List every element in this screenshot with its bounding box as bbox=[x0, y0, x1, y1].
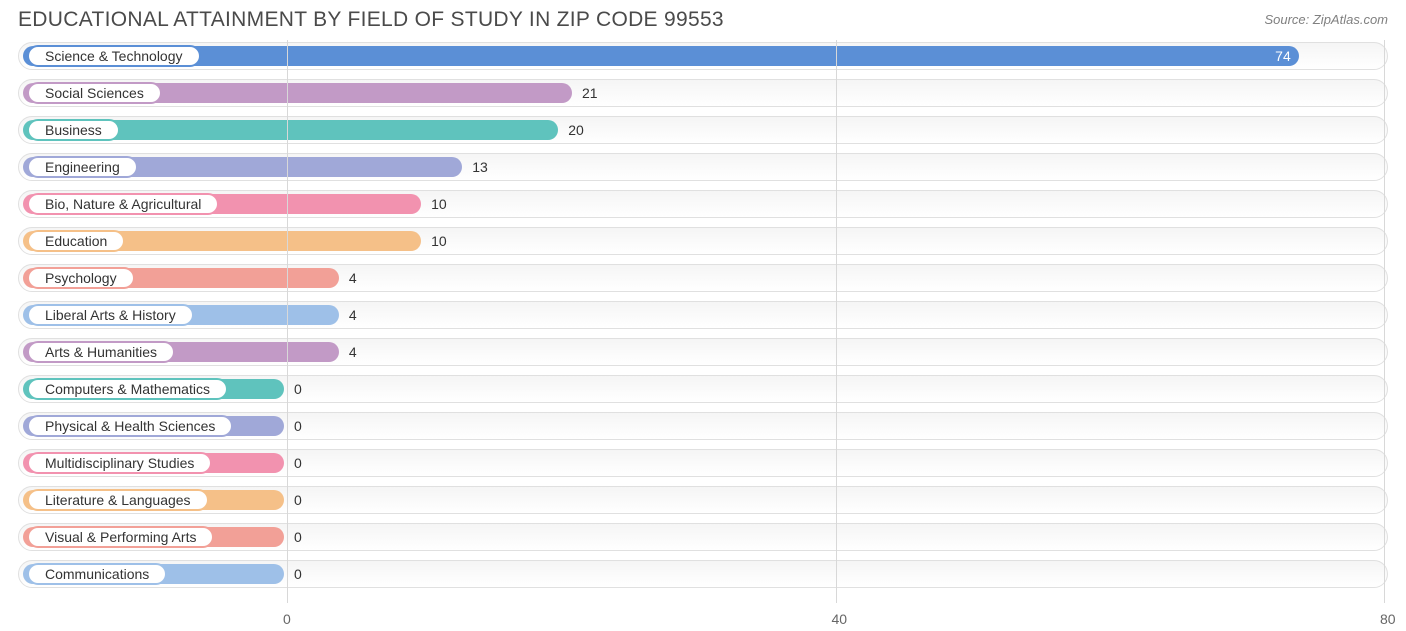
value-label: 21 bbox=[582, 80, 598, 106]
bar-row: Liberal Arts & History 4 bbox=[18, 301, 1388, 329]
category-pill: Communications bbox=[27, 563, 167, 585]
value-label: 0 bbox=[294, 524, 302, 550]
value-label: 13 bbox=[472, 154, 488, 180]
bar-row: Business 20 bbox=[18, 116, 1388, 144]
bar-row: Science & Technology 74 bbox=[18, 42, 1388, 70]
bar-row: Computers & Mathematics 0 bbox=[18, 375, 1388, 403]
bar-row: Education 10 bbox=[18, 227, 1388, 255]
bar-row: Arts & Humanities 4 bbox=[18, 338, 1388, 366]
category-pill: Bio, Nature & Agricultural bbox=[27, 193, 219, 215]
value-label: 20 bbox=[568, 117, 584, 143]
category-pill: Psychology bbox=[27, 267, 135, 289]
chart-header: EDUCATIONAL ATTAINMENT BY FIELD OF STUDY… bbox=[0, 0, 1406, 36]
value-label: 4 bbox=[349, 339, 357, 365]
category-pill: Visual & Performing Arts bbox=[27, 526, 214, 548]
value-label: 0 bbox=[294, 561, 302, 587]
category-pill: Multidisciplinary Studies bbox=[27, 452, 212, 474]
chart-title: EDUCATIONAL ATTAINMENT BY FIELD OF STUDY… bbox=[18, 8, 724, 32]
category-pill: Engineering bbox=[27, 156, 138, 178]
bar-row: Multidisciplinary Studies 0 bbox=[18, 449, 1388, 477]
axis-tick-label: 80 bbox=[1380, 611, 1396, 627]
bar-row: Physical & Health Sciences 0 bbox=[18, 412, 1388, 440]
chart-source: Source: ZipAtlas.com bbox=[1264, 8, 1388, 27]
bar-row: Literature & Languages 0 bbox=[18, 486, 1388, 514]
category-pill: Science & Technology bbox=[27, 45, 201, 67]
category-pill: Education bbox=[27, 230, 125, 252]
category-pill: Literature & Languages bbox=[27, 489, 209, 511]
grid-line bbox=[1384, 40, 1385, 603]
category-pill: Computers & Mathematics bbox=[27, 378, 228, 400]
category-pill: Liberal Arts & History bbox=[27, 304, 194, 326]
value-label: 4 bbox=[349, 302, 357, 328]
category-pill: Social Sciences bbox=[27, 82, 162, 104]
category-pill: Arts & Humanities bbox=[27, 341, 175, 363]
bar-row: Bio, Nature & Agricultural 10 bbox=[18, 190, 1388, 218]
value-label: 74 bbox=[1275, 43, 1291, 69]
value-label: 0 bbox=[294, 450, 302, 476]
grid-line bbox=[287, 40, 288, 603]
value-label: 0 bbox=[294, 413, 302, 439]
bar-row: Psychology 4 bbox=[18, 264, 1388, 292]
bar-chart: Science & Technology 74 Social Sciences 21 B… bbox=[0, 36, 1406, 588]
axis-tick-label: 0 bbox=[283, 611, 291, 627]
axis-tick-label: 40 bbox=[832, 611, 848, 627]
bar bbox=[23, 46, 1299, 66]
grid-line bbox=[836, 40, 837, 603]
category-pill: Business bbox=[27, 119, 120, 141]
value-label: 0 bbox=[294, 376, 302, 402]
bar-row: Communications 0 bbox=[18, 560, 1388, 588]
value-label: 10 bbox=[431, 228, 447, 254]
category-pill: Physical & Health Sciences bbox=[27, 415, 233, 437]
bar-row: Social Sciences 21 bbox=[18, 79, 1388, 107]
value-label: 0 bbox=[294, 487, 302, 513]
bar-row: Visual & Performing Arts 0 bbox=[18, 523, 1388, 551]
bar-row: Engineering 13 bbox=[18, 153, 1388, 181]
value-label: 10 bbox=[431, 191, 447, 217]
value-label: 4 bbox=[349, 265, 357, 291]
